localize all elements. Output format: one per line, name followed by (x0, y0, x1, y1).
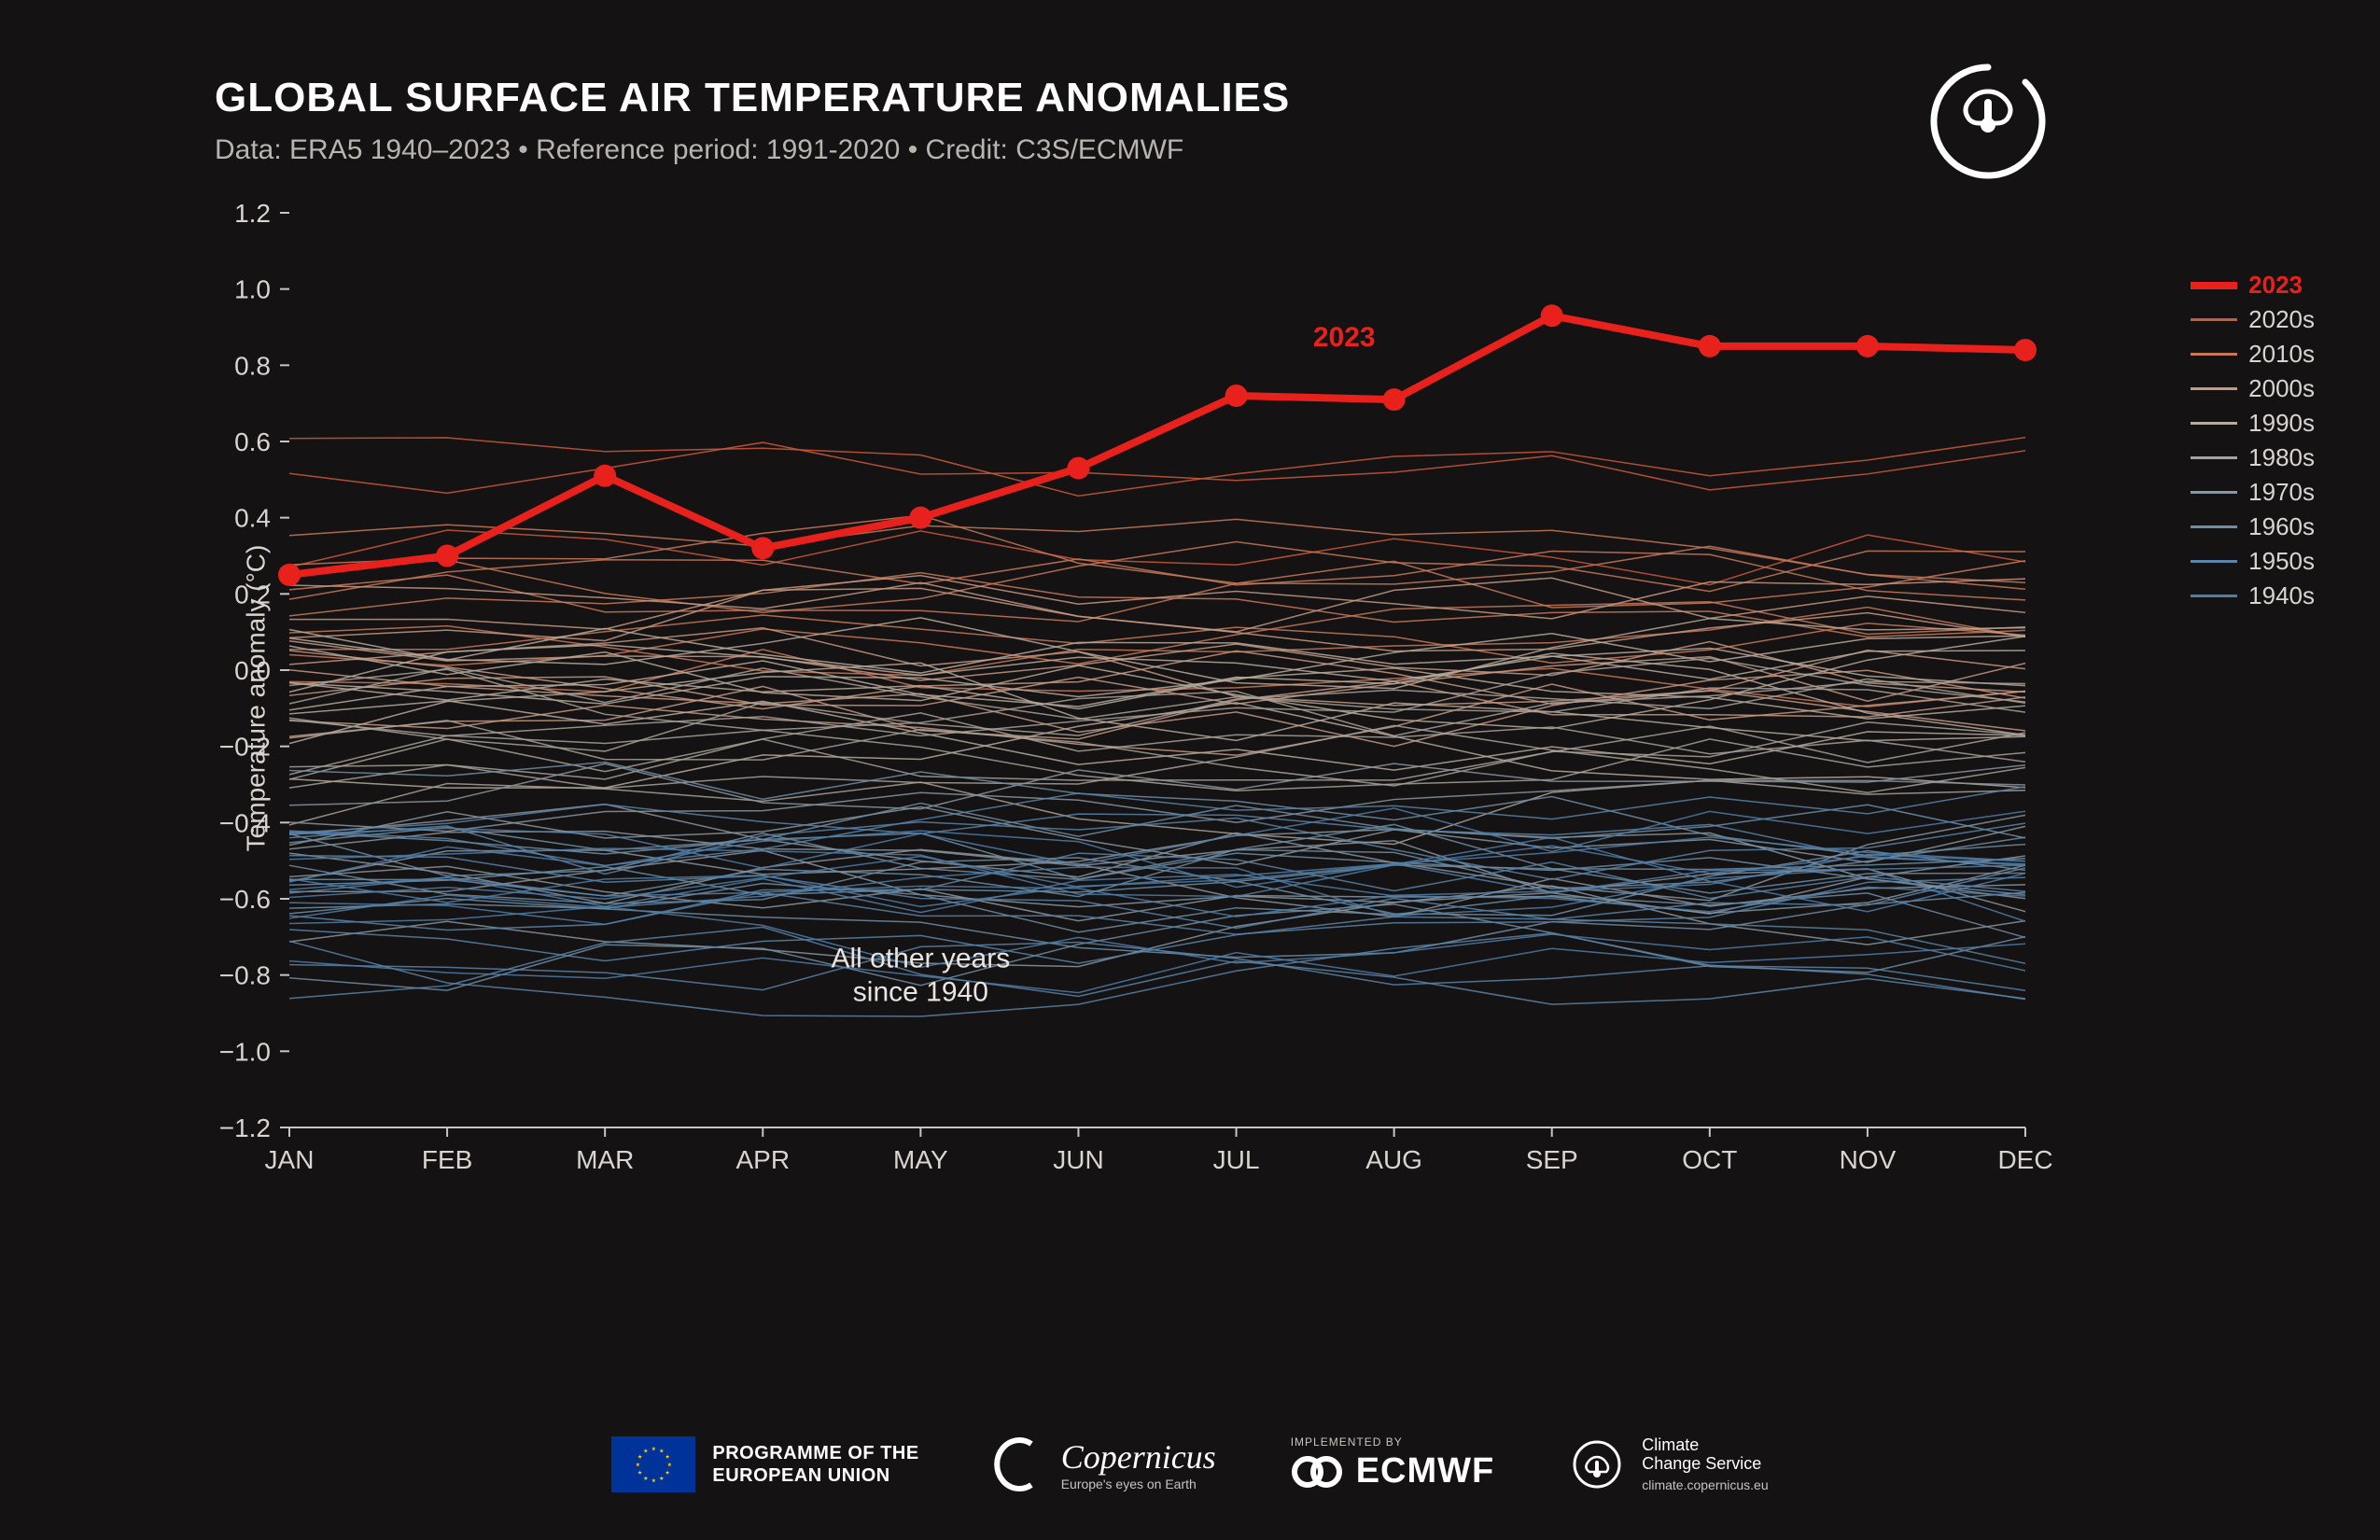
svg-text:−1.0: −1.0 (219, 1037, 271, 1066)
legend-swatch (2191, 387, 2237, 390)
svg-text:JUL: JUL (1213, 1145, 1260, 1174)
svg-text:1.0: 1.0 (234, 275, 271, 304)
legend-item: 1950s (2191, 547, 2315, 576)
svg-text:SEP: SEP (1526, 1145, 1578, 1174)
svg-text:FEB: FEB (422, 1145, 472, 1174)
svg-text:0.0: 0.0 (234, 656, 271, 685)
svg-text:JUN: JUN (1053, 1145, 1103, 1174)
legend-swatch (2191, 318, 2237, 321)
legend-swatch (2191, 456, 2237, 459)
legend-item: 1980s (2191, 443, 2315, 472)
chart-area: Temperature anomaly (°C) 1.21.00.80.60.4… (93, 185, 2287, 1211)
ecmwf-name: ECMWF (1356, 1450, 1495, 1493)
svg-text:−0.8: −0.8 (219, 961, 271, 990)
svg-text:MAY: MAY (893, 1145, 948, 1174)
svg-text:2023: 2023 (1313, 322, 1376, 353)
legend-swatch (2191, 491, 2237, 494)
eu-flag-icon (611, 1436, 695, 1492)
legend-swatch (2191, 525, 2237, 528)
legend-item: 2020s (2191, 305, 2315, 334)
legend-item: 2023 (2191, 271, 2315, 300)
legend-item: 1990s (2191, 409, 2315, 438)
footer-credits: PROGRAMME OF THE EUROPEAN UNION Copernic… (0, 1435, 2380, 1493)
eu-programme-block: PROGRAMME OF THE EUROPEAN UNION (611, 1436, 918, 1492)
eu-text-2: EUROPEAN UNION (712, 1464, 918, 1487)
svg-text:−0.6: −0.6 (219, 885, 271, 914)
copernicus-tag: Europe's eyes on Earth (1061, 1477, 1197, 1491)
legend-label: 1970s (2248, 478, 2315, 507)
svg-text:NOV: NOV (1840, 1145, 1897, 1174)
svg-text:−0.2: −0.2 (219, 733, 271, 762)
legend-label: 1980s (2248, 443, 2315, 472)
svg-text:JAN: JAN (265, 1145, 315, 1174)
svg-text:0.6: 0.6 (234, 427, 271, 456)
svg-text:0.2: 0.2 (234, 580, 271, 609)
legend-swatch (2191, 422, 2237, 425)
legend-swatch (2191, 282, 2237, 289)
svg-text:−1.2: −1.2 (219, 1113, 271, 1142)
svg-text:−0.4: −0.4 (219, 808, 271, 837)
svg-text:DEC: DEC (1997, 1145, 2052, 1174)
line-chart: 1.2 1.0 0.8 0.6 0.4 0.2 0.0 −0.2 −0.4 −0.6 −0.8 −1.… (177, 185, 2287, 1211)
implemented-by-label: IMPLEMENTED BY (1291, 1435, 1403, 1449)
svg-text:1.2: 1.2 (234, 199, 271, 228)
copernicus-block: Copernicus Europe's eyes on Earth (994, 1436, 1216, 1492)
legend-swatch (2191, 353, 2237, 356)
legend-label: 2023 (2248, 271, 2303, 300)
svg-text:APR: APR (735, 1145, 790, 1174)
legend-swatch (2191, 560, 2237, 563)
svg-text:0.8: 0.8 (234, 351, 271, 380)
legend-item: 1970s (2191, 478, 2315, 507)
svg-text:since 1940: since 1940 (853, 977, 988, 1008)
legend-label: 2010s (2248, 340, 2315, 369)
ccs-name-2: Change Service (1642, 1455, 1768, 1474)
ccs-icon (1569, 1436, 1625, 1492)
legend-item: 1940s (2191, 581, 2315, 610)
legend-label: 1940s (2248, 581, 2315, 610)
legend-item: 1960s (2191, 512, 2315, 541)
legend: 2023 2020s 2010s 2000s 1990s 1980s 1970s 1960s 1… (2191, 271, 2315, 610)
c3s-thermometer-icon (1923, 56, 2053, 191)
svg-text:MAR: MAR (576, 1145, 634, 1174)
ccs-block: Climate Change Service climate.copernicu… (1569, 1436, 1768, 1492)
svg-text:AUG: AUG (1365, 1145, 1422, 1174)
svg-text:OCT: OCT (1682, 1145, 1737, 1174)
ccs-name-1: Climate (1642, 1436, 1768, 1455)
legend-swatch (2191, 595, 2237, 597)
ccs-url: climate.copernicus.eu (1642, 1477, 1768, 1492)
ecmwf-block: IMPLEMENTED BY ECMWF (1291, 1435, 1495, 1493)
eu-text-1: PROGRAMME OF THE (712, 1442, 918, 1464)
ecmwf-icon (1291, 1453, 1347, 1491)
legend-item: 2000s (2191, 374, 2315, 403)
legend-label: 1990s (2248, 409, 2315, 438)
copernicus-name: Copernicus (1061, 1437, 1216, 1477)
legend-label: 1960s (2248, 512, 2315, 541)
copernicus-icon (994, 1436, 1044, 1492)
svg-text:0.4: 0.4 (234, 504, 271, 533)
legend-item: 2010s (2191, 340, 2315, 369)
legend-label: 2020s (2248, 305, 2315, 334)
legend-label: 1950s (2248, 547, 2315, 576)
legend-label: 2000s (2248, 374, 2315, 403)
svg-text:All other years: All other years (831, 944, 1010, 974)
